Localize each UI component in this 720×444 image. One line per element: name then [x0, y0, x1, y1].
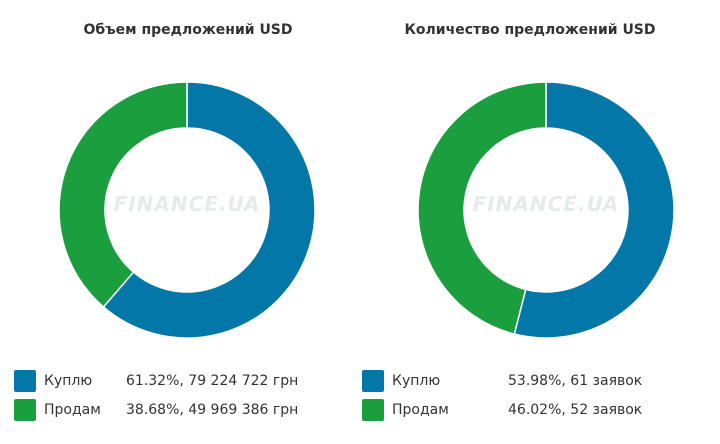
donut-slice-sell[interactable] [58, 81, 188, 309]
legend-item-sell[interactable]: Продам 38.68%, 49 969 386 грн [14, 399, 354, 421]
legend-swatch-sell [14, 399, 36, 421]
donut-chart [417, 81, 675, 339]
chart-title: Объем предложений USD [83, 22, 293, 38]
legend-value: 53.98%, 61 заявок [508, 373, 643, 389]
legend-value: 61.32%, 79 224 722 грн [126, 373, 299, 389]
donut-slice-sell[interactable] [417, 81, 547, 335]
legend-swatch-sell [362, 399, 384, 421]
volume-chart-panel: Объем предложений USD FINANCE.UA Куплю 6… [14, 22, 354, 421]
legend-value: 38.68%, 49 969 386 грн [126, 402, 299, 418]
legend-swatch-buy [362, 370, 384, 392]
legend-value: 46.02%, 52 заявок [508, 402, 643, 418]
donut-chart [58, 81, 316, 339]
legend-label: Куплю [392, 373, 441, 389]
chart-title: Количество предложений USD [404, 22, 656, 38]
legend-item-buy[interactable]: Куплю 61.32%, 79 224 722 грн [14, 370, 354, 392]
legend-label: Продам [44, 402, 101, 418]
legend-label: Продам [392, 402, 449, 418]
legend-label: Куплю [44, 373, 93, 389]
legend-item-buy[interactable]: Куплю 53.98%, 61 заявок [362, 370, 702, 392]
legend-swatch-buy [14, 370, 36, 392]
count-chart-panel: Количество предложений USD FINANCE.UA Ку… [360, 0, 720, 444]
donut-slice-buy[interactable] [102, 81, 316, 339]
legend-item-sell[interactable]: Продам 46.02%, 52 заявок [362, 399, 702, 421]
donut-slice-buy[interactable] [513, 81, 675, 339]
